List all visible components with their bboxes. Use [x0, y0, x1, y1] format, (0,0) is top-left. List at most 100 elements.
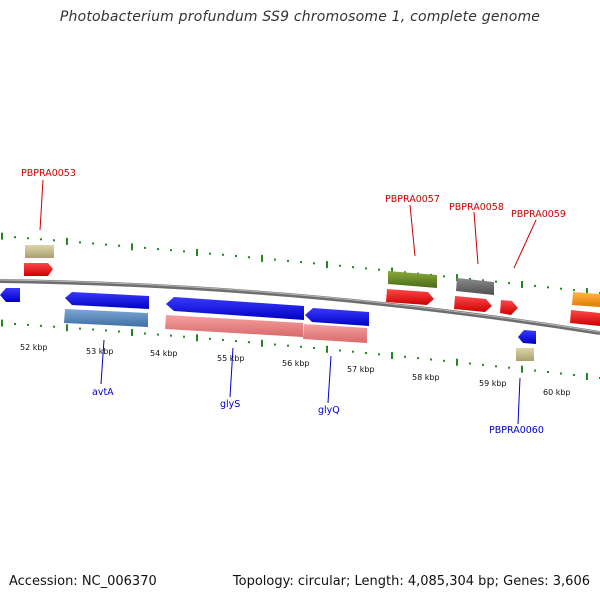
cds-arrow-avtA: [65, 292, 149, 309]
upper-ring-minor-tick: [300, 261, 302, 264]
label-PBPRA0057[interactable]: PBPRA0057: [385, 194, 440, 205]
upper-ring-minor-tick: [469, 278, 471, 280]
upper-ring-minor-tick: [209, 252, 211, 255]
lower-ring-major-tick: [196, 334, 198, 342]
lower-ring-minor-tick: [118, 330, 120, 333]
upper-ring-minor-tick: [14, 236, 16, 239]
lower-ring-minor-tick: [352, 350, 354, 353]
gene-labels: PBPRA0053 PBPRA0057 PBPRA0058 PBPRA0059 …: [21, 168, 566, 436]
leader-PBPRA0058: [473, 211, 479, 265]
cds-arrow-PBPRA0058: [454, 296, 492, 312]
upper-ring-minor-tick: [534, 284, 536, 287]
lower-ring-minor-tick: [508, 366, 510, 369]
upper-ring-minor-tick: [404, 271, 406, 274]
upper-ring-minor-tick: [40, 238, 42, 241]
cds-arrow-glyS: [166, 297, 304, 320]
lower-ring-minor-tick: [209, 337, 211, 340]
upper-ring-major-tick: [391, 267, 393, 275]
upper-ring-minor-tick: [508, 282, 510, 285]
lower-ring-minor-tick: [430, 358, 432, 361]
lower-ring-major-tick: [586, 373, 588, 380]
cds-arrow-red-edge: [570, 310, 600, 326]
gene-block-PBPRA0053: [25, 245, 54, 258]
label-PBPRA0053[interactable]: PBPRA0053: [21, 168, 76, 179]
lower-ring-minor-tick: [40, 324, 42, 327]
upper-ring-major-tick: [1, 232, 3, 240]
upper-ring-minor-tick: [443, 275, 445, 278]
cds-arrow-PBPRA0060: [518, 330, 536, 344]
lower-ring-minor-tick: [222, 338, 224, 341]
upper-ring-minor-tick: [287, 259, 289, 262]
label-glyS[interactable]: glyS: [220, 399, 240, 410]
lower-ring-minor-tick: [482, 363, 484, 366]
lower-ring-minor-tick: [157, 333, 159, 336]
lower-ring-major-tick: [1, 319, 3, 327]
ruler-label-57kbp: 57 kbp: [347, 365, 375, 374]
leader-lines: [39, 179, 537, 425]
upper-ring-minor-tick: [560, 287, 562, 290]
upper-ring-minor-tick: [53, 239, 55, 242]
lower-ring-minor-tick: [92, 328, 94, 331]
lower-ring-minor-tick: [404, 355, 406, 358]
lower-ring-minor-tick: [105, 329, 107, 332]
upper-ring-minor-tick: [547, 286, 549, 289]
lower-ring-minor-tick: [313, 347, 315, 349]
cds-arrow-glyQ: [305, 308, 369, 326]
leader-PBPRA0059: [513, 219, 537, 269]
lower-ring-minor-tick: [183, 335, 185, 338]
cds-arrow-PBPRA0053: [24, 263, 53, 276]
gene-block-glyQ: [303, 324, 367, 343]
cds-arrow-left-edge: [0, 288, 20, 302]
upper-ring-minor-tick: [339, 264, 341, 267]
label-PBPRA0058[interactable]: PBPRA0058: [449, 202, 504, 213]
upper-ring-minor-tick: [235, 255, 237, 257]
lower-ring-minor-tick: [170, 334, 172, 337]
lower-features: [0, 288, 536, 361]
ruler-label-54kbp: 54 kbp: [150, 349, 178, 358]
upper-ring-minor-tick: [248, 256, 250, 259]
upper-ring-minor-tick: [495, 280, 497, 283]
leader-glyQ: [327, 355, 332, 404]
lower-ring-minor-tick: [339, 349, 341, 352]
label-glyQ[interactable]: glyQ: [318, 405, 340, 416]
leader-PBPRA0060: [517, 377, 521, 425]
upper-ring-minor-tick: [27, 237, 29, 240]
upper-ring-major-tick: [521, 281, 523, 288]
lower-tick-ring: [1, 319, 600, 380]
upper-ring-minor-tick: [79, 241, 81, 244]
ruler-labels: 52 kbp 53 kbp 54 kbp 55 kbp 56 kbp 57 kb…: [20, 343, 571, 397]
page-title: Photobacterium profundum SS9 chromosome …: [59, 9, 541, 25]
leader-PBPRA0053: [39, 179, 44, 231]
label-PBPRA0059[interactable]: PBPRA0059: [511, 209, 566, 220]
lower-ring-minor-tick: [274, 343, 276, 346]
lower-ring-major-tick: [521, 365, 523, 373]
lower-ring-minor-tick: [287, 344, 289, 347]
label-avtA[interactable]: avtA: [92, 387, 114, 398]
upper-ring-major-tick: [261, 254, 263, 262]
lower-ring-minor-tick: [27, 323, 29, 326]
upper-ring-major-tick: [131, 243, 133, 251]
upper-ring-minor-tick: [183, 250, 185, 253]
upper-ring-major-tick: [66, 237, 68, 245]
upper-ring-minor-tick: [222, 253, 224, 256]
upper-ring-minor-tick: [157, 248, 159, 251]
lower-ring-major-tick: [456, 358, 458, 366]
gene-block-glyS: [165, 315, 303, 337]
upper-ring-major-tick: [326, 261, 328, 269]
lower-ring-minor-tick: [560, 372, 562, 375]
lower-ring-minor-tick: [534, 369, 536, 372]
leader-PBPRA0057: [409, 204, 416, 257]
lower-ring-minor-tick: [547, 371, 549, 373]
gene-block-PBPRA0058: [456, 278, 494, 295]
gene-block-orange: [572, 292, 600, 307]
gene-block-avtA: [64, 309, 148, 327]
genome-backbone: [0, 279, 600, 335]
gene-block-PBPRA0060: [516, 348, 534, 361]
leader-avtA: [100, 339, 105, 385]
ruler-label-59kbp: 59 kbp: [479, 379, 507, 388]
lower-ring-minor-tick: [365, 352, 367, 354]
label-PBPRA0060[interactable]: PBPRA0060: [489, 425, 544, 436]
upper-ring-minor-tick: [144, 246, 146, 249]
gene-block-PBPRA0057: [388, 271, 437, 288]
